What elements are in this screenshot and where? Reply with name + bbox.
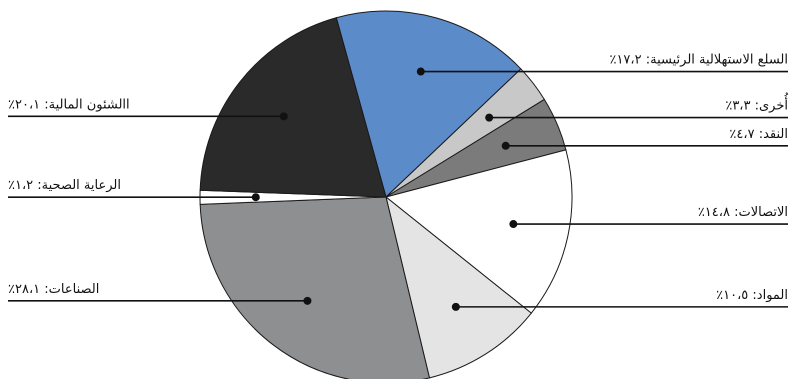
slice-label: النقد: ٤،٧٪ (729, 127, 788, 142)
leader-dot (416, 67, 425, 76)
slice-label: الاتصالات: ١٤،٨٪ (698, 205, 788, 220)
leader-lines (8, 67, 788, 311)
leader-dot (509, 220, 518, 229)
leader-dot (303, 296, 312, 305)
pie-slice (335, 10, 522, 198)
slice-label: أُخرى: ٣،٣٪ (725, 92, 789, 114)
slice-label: السلع الاستهلالية الرئيسية: ١٧،٢٪ (609, 53, 788, 68)
leader-dot (451, 302, 460, 311)
pie-slice (199, 196, 431, 379)
pie-slices (199, 10, 573, 379)
leader-dot (251, 193, 260, 202)
slice-label: المواد: ١٠،٥٪ (716, 288, 788, 303)
slice-label: الصناعات: ٢٨،١٪ (8, 282, 99, 297)
slice-label: االشئون المالية: ٢٠،١٪ (8, 97, 130, 112)
pie-slice (384, 149, 573, 314)
leader-dot (485, 113, 494, 122)
leader-dot (279, 112, 288, 121)
slice-label: الرعاية الصحية: ١،٢٪ (8, 178, 121, 193)
pie-slice (385, 195, 532, 379)
pie-slice (199, 17, 387, 198)
leader-dot (501, 141, 510, 150)
